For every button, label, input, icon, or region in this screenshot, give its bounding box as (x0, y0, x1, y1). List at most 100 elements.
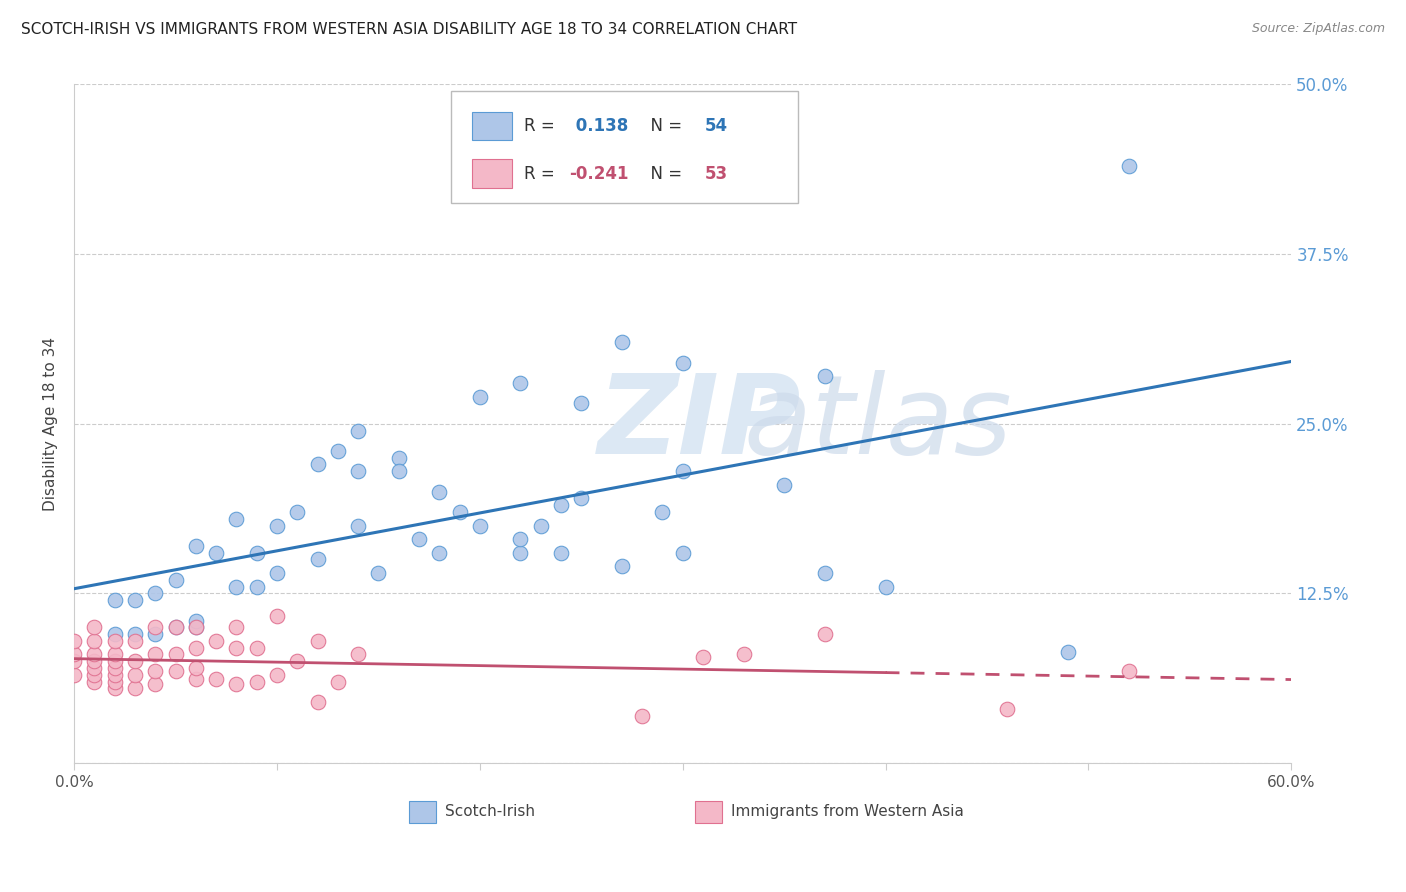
Point (509, 546, 531, 560)
Text: ZIP: ZIP (598, 370, 801, 477)
Point (143, 677, 166, 691)
Point (124, 681, 146, 696)
Point (143, 627, 166, 641)
Point (266, 668, 288, 682)
Point (610, 335, 633, 350)
Point (225, 640, 247, 655)
Point (814, 566, 837, 580)
Point (388, 450, 411, 465)
Point (205, 633, 228, 648)
Point (104, 674, 127, 689)
Point (124, 668, 146, 682)
Point (205, 546, 228, 560)
Point (733, 648, 755, 662)
Point (427, 484, 450, 499)
Point (307, 458, 329, 472)
Point (63, 633, 86, 648)
Point (246, 546, 269, 560)
Point (530, 518, 553, 533)
Point (367, 566, 389, 580)
Point (104, 668, 127, 682)
Point (124, 593, 146, 607)
Point (83, 633, 105, 648)
Point (165, 648, 187, 662)
Point (651, 505, 673, 519)
Point (246, 640, 269, 655)
Point (266, 566, 288, 580)
Text: 0.138: 0.138 (569, 117, 627, 136)
Point (83, 674, 105, 689)
Text: -0.241: -0.241 (569, 164, 628, 183)
Point (285, 505, 308, 519)
Point (124, 654, 146, 668)
Point (427, 546, 450, 560)
Point (165, 620, 187, 634)
Text: N =: N = (640, 117, 688, 136)
Text: R =: R = (524, 117, 561, 136)
Text: SCOTCH-IRISH VS IMMIGRANTS FROM WESTERN ASIA DISABILITY AGE 18 TO 34 CORRELATION: SCOTCH-IRISH VS IMMIGRANTS FROM WESTERN … (21, 22, 797, 37)
Point (347, 518, 370, 533)
Point (509, 532, 531, 546)
Point (184, 620, 207, 634)
Point (468, 518, 491, 533)
Point (672, 546, 695, 560)
Point (104, 648, 127, 662)
Point (773, 478, 796, 492)
Point (63, 668, 86, 682)
Text: N =: N = (640, 164, 688, 183)
Point (225, 620, 247, 634)
Point (124, 627, 146, 641)
Point (63, 654, 86, 668)
Point (143, 664, 166, 678)
FancyBboxPatch shape (472, 160, 512, 187)
Y-axis label: Disability Age 18 to 34: Disability Age 18 to 34 (44, 337, 58, 511)
Point (143, 620, 166, 634)
Point (550, 498, 572, 512)
Point (266, 609, 288, 624)
Point (347, 424, 370, 438)
Point (307, 633, 329, 648)
Point (104, 681, 127, 696)
Point (165, 620, 187, 634)
Point (610, 559, 633, 574)
Point (83, 654, 105, 668)
Point (83, 661, 105, 675)
Point (285, 654, 308, 668)
Point (550, 546, 572, 560)
FancyBboxPatch shape (409, 801, 436, 822)
Point (692, 650, 714, 665)
Point (569, 396, 592, 410)
Point (388, 464, 411, 478)
Point (104, 633, 127, 648)
Point (672, 356, 695, 370)
Point (104, 661, 127, 675)
Point (246, 580, 269, 594)
Point (246, 674, 269, 689)
Point (165, 573, 187, 587)
Point (509, 376, 531, 390)
Point (225, 512, 247, 526)
Point (205, 672, 228, 686)
Point (307, 552, 329, 566)
Point (347, 648, 370, 662)
Point (184, 661, 207, 675)
Point (83, 620, 105, 634)
Point (326, 674, 349, 689)
Point (184, 640, 207, 655)
Point (143, 586, 166, 600)
Text: atlas: atlas (744, 370, 1012, 477)
Point (104, 593, 127, 607)
Point (184, 672, 207, 686)
Text: Immigrants from Western Asia: Immigrants from Western Asia (731, 805, 965, 820)
Point (184, 614, 207, 628)
Point (1118, 159, 1140, 173)
FancyBboxPatch shape (451, 91, 799, 203)
Point (672, 464, 695, 478)
Point (83, 648, 105, 662)
Point (326, 443, 349, 458)
FancyBboxPatch shape (472, 112, 512, 140)
Point (408, 532, 430, 546)
Point (1118, 664, 1140, 678)
Point (631, 708, 654, 723)
Point (225, 677, 247, 691)
